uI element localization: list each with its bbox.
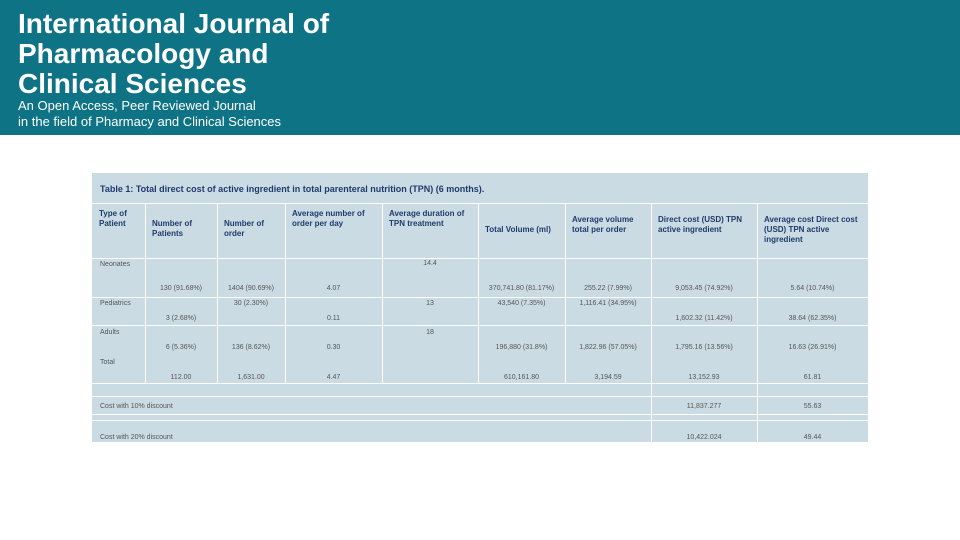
column-header: Number of Patients (152, 219, 192, 238)
table-cell: 112.00 (170, 374, 192, 381)
row-label: Pediatrics (100, 300, 131, 307)
table-caption: Table 1: Total direct cost of active ing… (100, 184, 485, 194)
table-cell: 4.07 (326, 285, 341, 292)
journal-title: International Journal of (18, 8, 330, 39)
table-cell: 14.4 (423, 260, 437, 267)
table-cell: 1404 (90.69%) (228, 285, 274, 292)
journal-title: Pharmacology and (18, 38, 269, 69)
col-line (145, 203, 146, 383)
table-cell: 1,116.41 (34.95%) (579, 300, 637, 307)
column-header: Average duration of TPN treatment (389, 209, 465, 228)
table-cell: 6 (5.36%) (165, 344, 197, 351)
column-header: Average number of order per day (292, 209, 365, 228)
row-line (92, 396, 868, 397)
table-cell: 370,741.80 (81.17%) (488, 285, 555, 292)
table-cell: 5.64 (10.74%) (790, 285, 835, 292)
column-header: Number of order (224, 219, 264, 238)
row-line (92, 420, 868, 421)
col-line (757, 383, 758, 442)
col-line (651, 383, 652, 442)
table-cell: 16.63 (26.91%) (788, 344, 837, 351)
col-line (285, 203, 286, 383)
row-label: Neonates (100, 261, 130, 268)
col-line (382, 203, 383, 383)
journal-subtitle: in the field of Pharmacy and Clinical Sc… (18, 114, 282, 129)
row-line (92, 383, 868, 384)
table-cell: 61.81 (803, 374, 822, 381)
row-line (92, 203, 868, 204)
row-label: Cost with 10% discount (100, 403, 173, 410)
table-cell: 55.63 (803, 403, 822, 410)
table-cell: 4.47 (326, 374, 341, 381)
row-line (92, 325, 868, 326)
table-cell: 196,880 (31.8%) (495, 344, 548, 351)
table-cell: 13,152.93 (688, 374, 720, 381)
table-cell: 13 (426, 300, 434, 307)
table-cell: 18 (426, 329, 434, 336)
col-line (565, 203, 566, 383)
col-line (478, 203, 479, 383)
table-cell: 49.44 (803, 434, 822, 441)
col-line (217, 203, 218, 383)
column-header: Total Volume (ml) (485, 225, 551, 234)
table-cell: 38.64 (62.35%) (788, 315, 837, 322)
column-header: Average cost Direct cost (USD) TPN activ… (764, 215, 858, 244)
row-label: Cost with 20% discount (100, 434, 173, 441)
table-cell: 255.22 (7.99%) (584, 285, 632, 292)
table-cell: 9,053.45 (74.92%) (675, 285, 733, 292)
row-label: Total (100, 359, 115, 366)
col-line (757, 203, 758, 383)
table-cell: 3,194.59 (594, 374, 622, 381)
cost-table: Table 1: Total direct cost of active ing… (92, 173, 868, 442)
table-cell: 0.11 (326, 315, 341, 322)
table-cell: 43,540 (7.35%) (497, 300, 546, 307)
table-cell: 30 (2.30%) (233, 300, 269, 307)
table-cell: 3 (2.68%) (165, 315, 197, 322)
column-header: Direct cost (USD) TPN active ingredient (658, 215, 743, 234)
table-cell: 0.30 (326, 344, 341, 351)
journal-banner: International Journal of Pharmacology an… (0, 0, 960, 135)
row-line (92, 414, 868, 415)
journal-subtitle: An Open Access, Peer Reviewed Journal (18, 98, 256, 113)
table-cell: 1,795.16 (13.56%) (675, 344, 733, 351)
column-header: Average volume total per order (572, 215, 634, 234)
row-line (92, 297, 868, 298)
table-cell: 136 (8.62%) (231, 344, 271, 351)
table-cell: 1,631.00 (237, 374, 265, 381)
table-cell: 1,822.96 (57.05%) (579, 344, 637, 351)
journal-title: Clinical Sciences (18, 68, 247, 99)
col-line (651, 203, 652, 383)
table-cell: 130 (91.68%) (159, 285, 203, 292)
column-header: Type of Patient (99, 209, 127, 228)
row-label: Adults (100, 329, 120, 336)
table-cell: 1,602.32 (11.42%) (675, 315, 733, 322)
table-cell: 11,837.277 (686, 403, 722, 410)
table-cell: 610,161.80 (503, 374, 540, 381)
table-cell: 10,422.024 (686, 434, 722, 441)
row-line (92, 258, 868, 259)
